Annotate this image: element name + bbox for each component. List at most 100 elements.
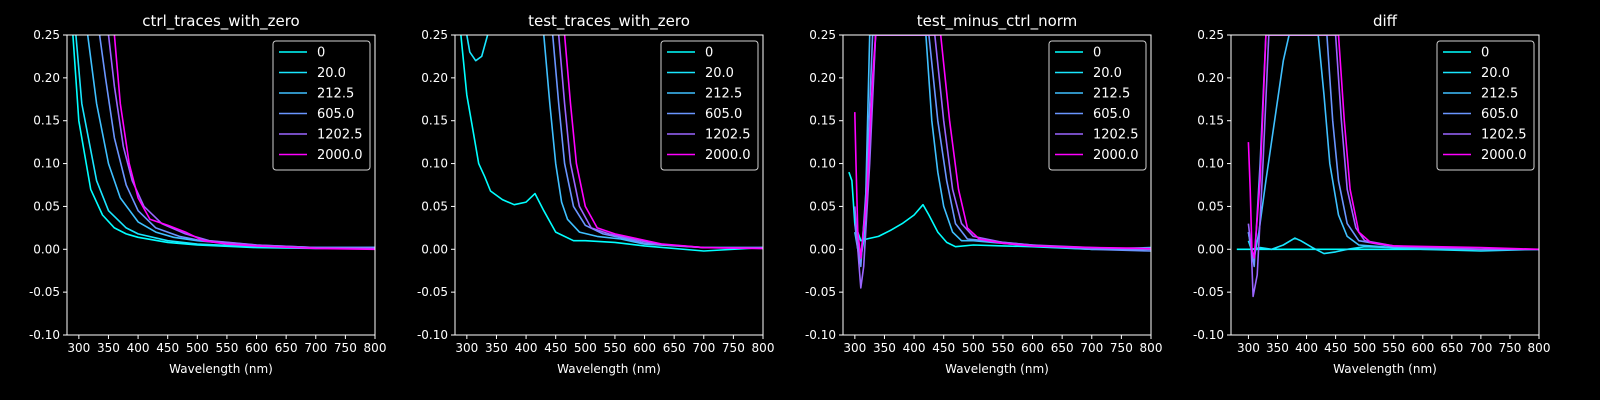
series-line-2000.0: [854, 35, 1151, 259]
chart-title: test_traces_with_zero: [528, 12, 690, 31]
legend-entry: 20.0: [705, 66, 734, 81]
x-tick-label: 300: [843, 341, 866, 355]
y-tick-label: -0.10: [29, 328, 60, 342]
y-tick-label: -0.05: [1193, 285, 1224, 299]
legend-entry: 1202.5: [705, 128, 751, 143]
legend-entry: 605.0: [317, 107, 354, 122]
legend-entry: 212.5: [1481, 87, 1518, 102]
y-tick-label: 0.05: [809, 199, 836, 213]
x-tick-label: 350: [873, 341, 896, 355]
x-tick-label: 400: [903, 341, 926, 355]
y-tick-label: -0.10: [1193, 328, 1224, 342]
legend-entry: 2000.0: [1481, 148, 1527, 163]
x-tick-label: 550: [1382, 341, 1405, 355]
y-tick-label: 0.15: [33, 114, 60, 128]
x-tick-label: 650: [663, 341, 686, 355]
x-tick-label: 450: [544, 341, 567, 355]
chart-title: ctrl_traces_with_zero: [142, 12, 299, 31]
x-tick-label: 800: [1528, 341, 1551, 355]
y-tick-label: 0.00: [809, 242, 836, 256]
plot-frame: [842, 34, 1152, 336]
legend-entry: 20.0: [1481, 66, 1510, 81]
y-tick-label: 0.00: [33, 242, 60, 256]
legend-entry: 1202.5: [1481, 128, 1527, 143]
legend: 0 20.0 212.5 605.0 1202.5 2000.0: [1048, 40, 1147, 171]
x-tick-label: 550: [603, 341, 626, 355]
legend-entry: 1202.5: [1093, 128, 1139, 143]
x-axis-label: Wavelength (nm): [169, 362, 273, 376]
series-line-0: [72, 35, 375, 250]
y-tick-label: 0.00: [1197, 242, 1224, 256]
plot-area: [72, 35, 375, 251]
legend-entry: 0: [1481, 46, 1489, 61]
x-axis-label: Wavelength (nm): [1333, 362, 1437, 376]
y-tick-label: 0.25: [1197, 28, 1224, 42]
x-tick-label: 500: [962, 341, 985, 355]
legend-entry: 0: [1093, 46, 1101, 61]
x-tick-label: 700: [1469, 341, 1492, 355]
x-tick-label: 600: [245, 341, 268, 355]
x-tick-label: 450: [1324, 341, 1347, 355]
x-tick-label: 650: [1440, 341, 1463, 355]
x-tick-label: 600: [1021, 341, 1044, 355]
x-tick-label: 350: [1266, 341, 1289, 355]
x-tick-label: 600: [1411, 341, 1434, 355]
y-tick-label: 0.15: [1197, 114, 1224, 128]
plot-frame: [66, 34, 376, 336]
y-tick-label: 0.10: [421, 157, 448, 171]
legend-entry: 605.0: [1481, 107, 1518, 122]
legend-entry: 1202.5: [317, 128, 363, 143]
chart-panel-3: 300 350 400 450 500 550 600 650 700 750 800 -0.10 -0…: [805, 12, 1163, 376]
chart-panel-1: 300 350 400 450 500 550 600 650 700 750 800 -0.10 -0…: [29, 12, 387, 376]
x-tick-label: 500: [574, 341, 597, 355]
legend-entry: 0: [705, 46, 713, 61]
y-tick-label: -0.05: [805, 285, 836, 299]
y-tick-label: -0.10: [805, 328, 836, 342]
chart-title: test_minus_ctrl_norm: [917, 12, 1078, 31]
x-tick-label: 450: [932, 341, 955, 355]
x-tick-label: 650: [1051, 341, 1074, 355]
y-tick-label: 0.25: [421, 28, 448, 42]
legend: 0 20.0 212.5 605.0 1202.5 2000.0: [272, 40, 371, 171]
x-axis-label: Wavelength (nm): [945, 362, 1049, 376]
x-tick-label: 700: [692, 341, 715, 355]
x-tick-label: 300: [1237, 341, 1260, 355]
x-tick-label: 300: [67, 341, 90, 355]
legend: 0 20.0 212.5 605.0 1202.5 2000.0: [660, 40, 759, 171]
x-tick-label: 800: [364, 341, 387, 355]
x-tick-label: 500: [186, 341, 209, 355]
y-tick-label: 0.05: [1197, 199, 1224, 213]
y-tick-label: 0.10: [809, 157, 836, 171]
y-tick-label: 0.05: [33, 199, 60, 213]
y-tick-label: 0.15: [809, 114, 836, 128]
legend-entry: 20.0: [317, 66, 346, 81]
x-tick-label: 700: [1080, 341, 1103, 355]
legend-entry: 0: [317, 46, 325, 61]
x-tick-label: 800: [1140, 341, 1163, 355]
legend-entry: 2000.0: [705, 148, 751, 163]
legend-entry: 212.5: [317, 87, 354, 102]
legend-entry: 605.0: [1093, 107, 1130, 122]
series-line-2000.0: [563, 35, 763, 250]
y-tick-label: 0.20: [33, 71, 60, 85]
series-line-0: [848, 171, 1151, 251]
y-tick-label: 0.10: [1197, 157, 1224, 171]
x-tick-label: 300: [455, 341, 478, 355]
y-tick-label: -0.10: [417, 328, 448, 342]
x-tick-label: 400: [515, 341, 538, 355]
series-line-2000.0: [113, 35, 375, 251]
y-tick-label: 0.20: [421, 71, 448, 85]
y-tick-label: -0.05: [417, 285, 448, 299]
y-tick-label: 0.00: [421, 242, 448, 256]
x-tick-label: 750: [334, 341, 357, 355]
x-tick-label: 750: [722, 341, 745, 355]
chart-panel-4: 300 350 400 450 500 550 600 650 700 750 800 -0.10 -0…: [1193, 12, 1551, 376]
y-tick-label: 0.20: [809, 71, 836, 85]
chart-title: diff: [1373, 12, 1398, 30]
x-tick-label: 800: [752, 341, 775, 355]
series-line-0: [460, 35, 763, 252]
series-line-1202.5: [854, 35, 1151, 289]
plot-frame: [1230, 34, 1540, 336]
y-tick-label: 0.10: [33, 157, 60, 171]
